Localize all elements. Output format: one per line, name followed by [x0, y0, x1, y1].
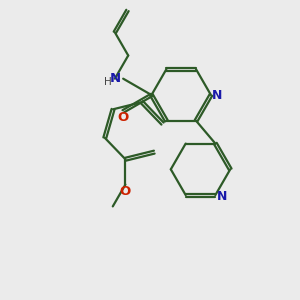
Text: H: H	[104, 77, 112, 87]
Text: N: N	[212, 88, 223, 101]
Text: N: N	[109, 72, 120, 85]
Text: O: O	[118, 111, 129, 124]
Text: N: N	[217, 190, 227, 203]
Text: O: O	[120, 184, 131, 198]
